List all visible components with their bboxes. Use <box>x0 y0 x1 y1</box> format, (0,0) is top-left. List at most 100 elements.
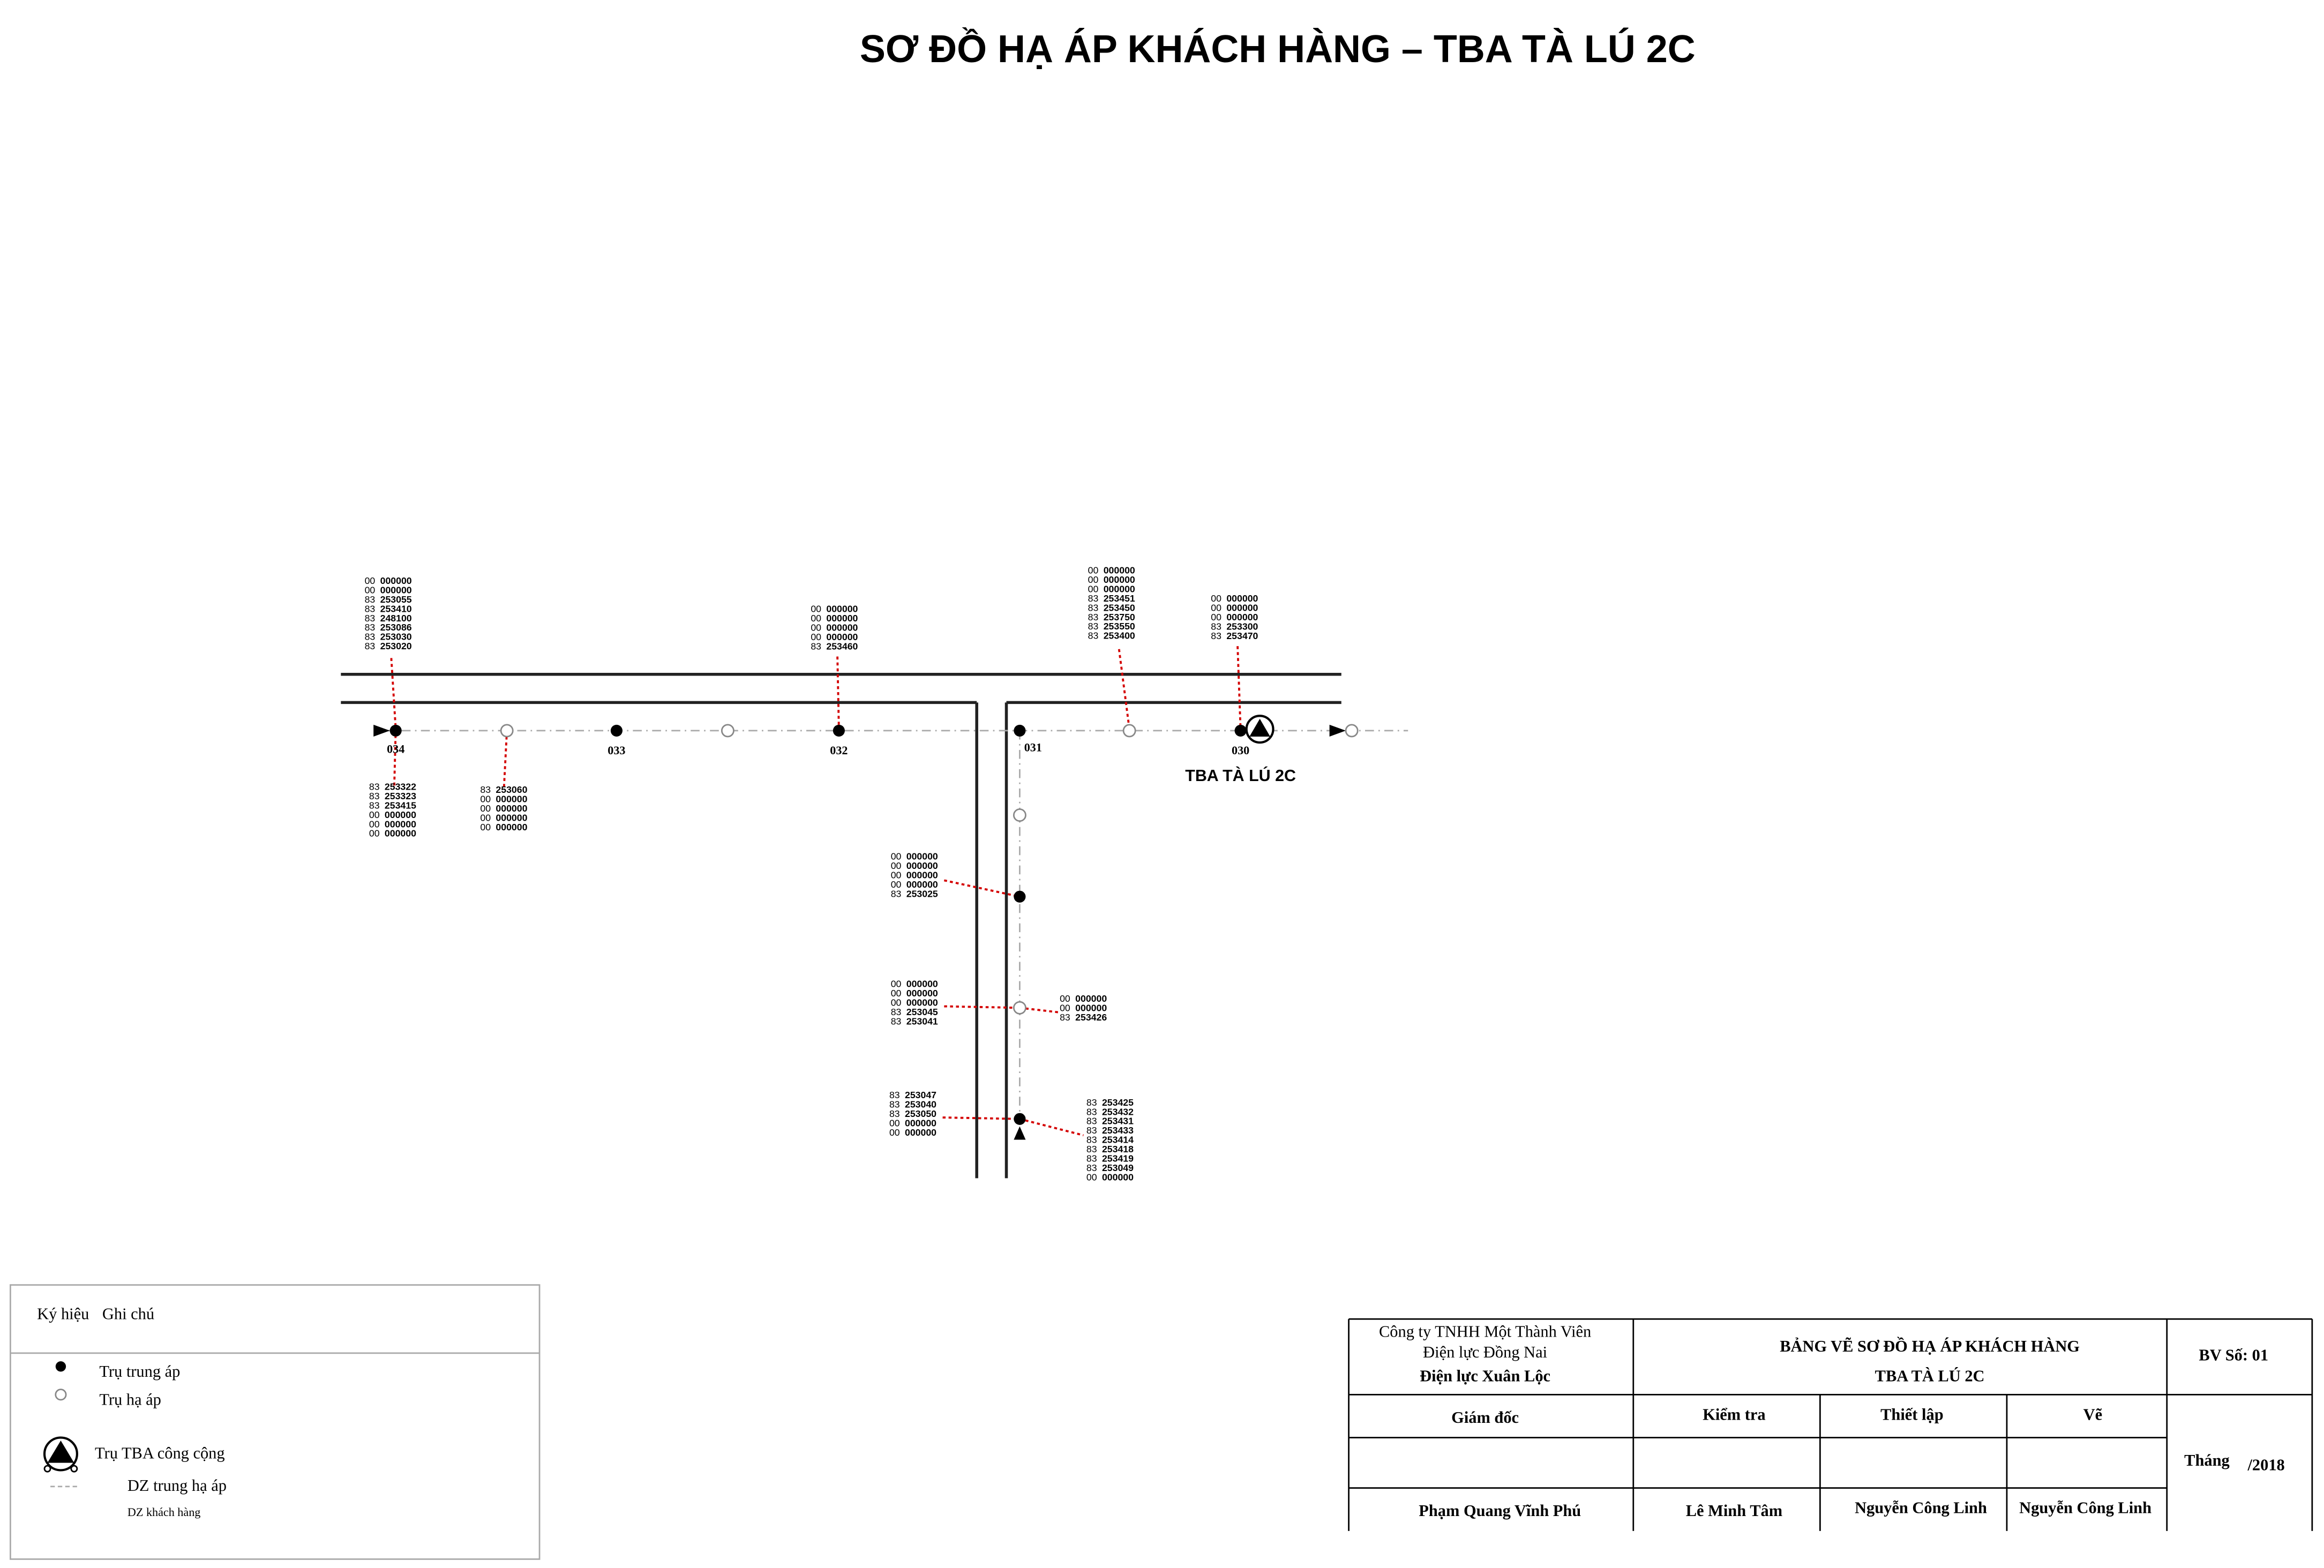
transformer-station-icon <box>43 1436 78 1473</box>
meter-code: 253300 <box>1226 621 1258 632</box>
role-check: Kiểm tra <box>1703 1405 1765 1423</box>
meter-code: 253041 <box>906 1016 938 1026</box>
meter-code: 000000 <box>906 988 938 999</box>
lv-pole-icon <box>55 1389 67 1401</box>
meter-prefix: 83 <box>480 784 491 795</box>
meter-prefix: 83 <box>365 622 376 633</box>
pole-label: 031 <box>1024 741 1042 754</box>
meter-prefix: 00 <box>480 822 491 832</box>
pole-label: 033 <box>608 744 625 757</box>
meter-code: 253020 <box>380 641 412 651</box>
meter-code: 253451 <box>1104 593 1135 604</box>
meter-code: 000000 <box>1226 603 1258 613</box>
pole-labels: 034 033 032 031 030 <box>387 741 1249 757</box>
meter-code: 253030 <box>380 632 412 642</box>
lv-pole-icon <box>1013 1001 1026 1015</box>
meter-code: 253060 <box>496 784 527 795</box>
feed-arrow-up-icon <box>1014 1126 1026 1140</box>
meter-prefix: 00 <box>1088 565 1099 576</box>
name-draw: Nguyễn Công Linh <box>2019 1499 2151 1517</box>
lv-pole-icon <box>500 724 514 738</box>
meter-prefix: 00 <box>480 812 491 823</box>
meter-code: 000000 <box>906 997 938 1008</box>
meter-prefix: 83 <box>1086 1162 1097 1173</box>
meter-prefix: 00 <box>369 828 380 839</box>
meter-code: 253425 <box>1102 1097 1134 1108</box>
meter-prefix: 00 <box>891 979 902 989</box>
meter-prefix: 83 <box>1086 1135 1097 1145</box>
meter-code: 253419 <box>1102 1153 1134 1164</box>
meter-prefix: 00 <box>480 794 491 805</box>
meter-code: 000000 <box>906 979 938 989</box>
meter-prefix: 83 <box>369 800 380 811</box>
meter-code: 253450 <box>1104 602 1135 613</box>
meter-code: 253322 <box>385 782 416 792</box>
legend-header-symbol: Ký hiệu <box>37 1304 89 1323</box>
meter-prefix: 00 <box>891 997 902 1008</box>
feed-arrow-icon <box>1329 724 1346 737</box>
meter-prefix: 83 <box>1086 1097 1097 1108</box>
meter-code: 253432 <box>1102 1106 1134 1117</box>
meter-prefix: 83 <box>1086 1106 1097 1117</box>
page-title: SƠ ĐỒ HẠ ÁP KHÁCH HÀNG – TBA TÀ LÚ 2C <box>860 27 1696 71</box>
meter-code: 253410 <box>380 603 412 614</box>
mv-pole-icon <box>389 724 402 737</box>
meter-prefix: 00 <box>891 869 902 880</box>
title-block <box>1348 1318 2313 1531</box>
meter-code: 000000 <box>1104 584 1135 595</box>
meter-code: 000000 <box>826 622 858 633</box>
meter-code: 248100 <box>380 613 412 624</box>
meter-code: 253086 <box>380 622 412 633</box>
meter-code: 253323 <box>385 791 416 801</box>
meter-prefix: 00 <box>891 860 902 871</box>
meter-prefix: 83 <box>1086 1116 1097 1127</box>
customer-link <box>1236 646 1242 730</box>
meter-prefix: 00 <box>1086 1172 1097 1182</box>
meter-prefix: 00 <box>889 1127 900 1138</box>
meter-code: 253414 <box>1102 1135 1134 1145</box>
mv-pole-icon <box>833 724 845 737</box>
meter-prefix: 83 <box>891 888 902 899</box>
meter-prefix: 00 <box>811 613 821 624</box>
meter-code: 253750 <box>1104 612 1135 622</box>
meter-code: 000000 <box>496 803 527 814</box>
meter-code: 000000 <box>1102 1172 1134 1182</box>
meter-prefix: 83 <box>811 641 821 651</box>
pole-label: 030 <box>1232 744 1249 757</box>
meter-code: 253040 <box>905 1099 936 1109</box>
meter-prefix: 83 <box>889 1108 900 1119</box>
meter-code: 000000 <box>1226 612 1258 622</box>
meter-code: 000000 <box>906 879 938 890</box>
meter-prefix: 00 <box>889 1117 900 1128</box>
meter-prefix: 00 <box>365 584 376 595</box>
lv-pole-icon <box>1345 724 1359 738</box>
meter-code: 000000 <box>380 584 412 595</box>
meter-code: 000000 <box>1226 593 1258 604</box>
meter-prefix: 83 <box>1088 602 1099 613</box>
meter-prefix: 00 <box>891 851 902 862</box>
meter-group: 83 253425 83 253432 83 253431 83 253433 83 253414… <box>1086 1097 1134 1182</box>
meter-prefix: 00 <box>1060 1003 1070 1014</box>
meter-code: 253470 <box>1226 631 1258 641</box>
customer-link <box>1118 649 1131 730</box>
meter-code: 000000 <box>380 575 412 586</box>
customer-links <box>390 646 1242 1137</box>
meter-code: 000000 <box>1075 993 1107 1004</box>
legend-item-label: Trụ trung áp <box>99 1362 180 1381</box>
meter-prefix: 83 <box>1060 1012 1070 1023</box>
mv-pole-icon <box>1014 1113 1026 1125</box>
lv-pole-icon <box>721 724 734 738</box>
mv-pole-icon <box>610 724 623 737</box>
lv-lines <box>382 730 1408 1127</box>
meter-prefix: 83 <box>1086 1144 1097 1154</box>
meter-code: 000000 <box>1104 565 1135 576</box>
customer-link <box>1019 1117 1084 1137</box>
company-unit: Điện lực Xuân Lộc <box>1420 1367 1550 1385</box>
meter-prefix: 83 <box>365 594 376 605</box>
meter-code: 000000 <box>906 869 938 880</box>
